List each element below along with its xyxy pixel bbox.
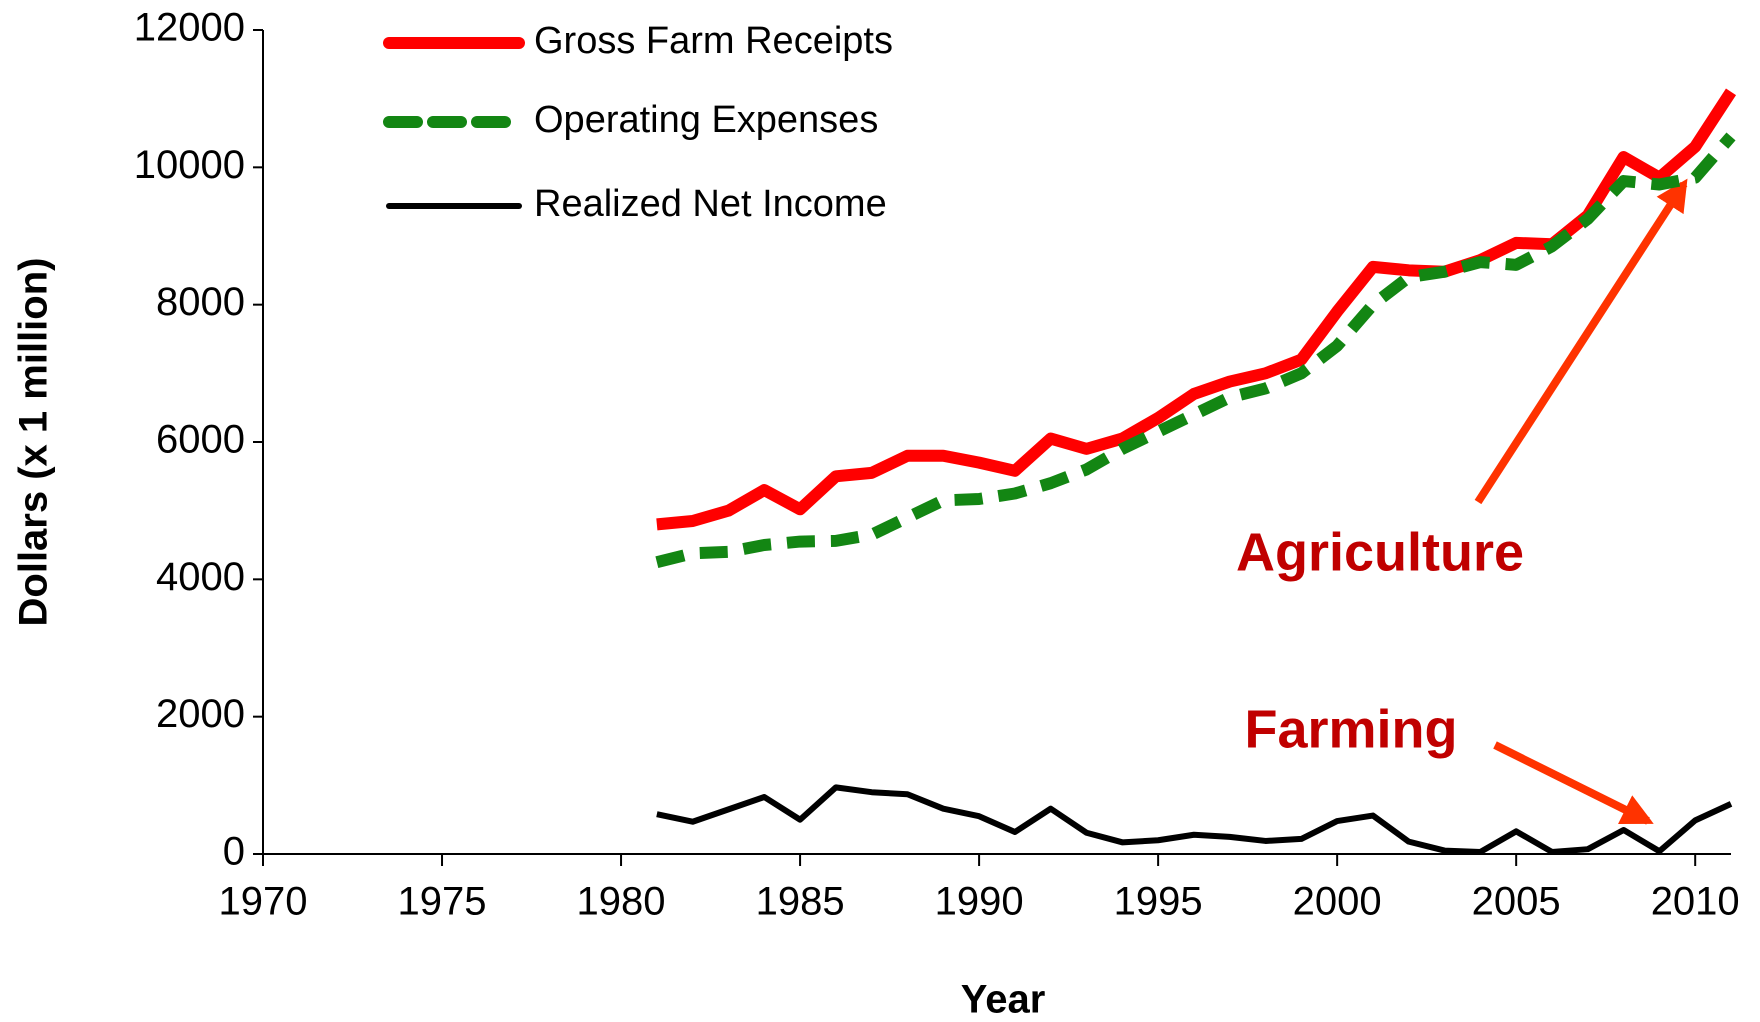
y-tick-label: 6000 xyxy=(156,418,245,462)
y-tick-label: 0 xyxy=(223,830,245,874)
series-line xyxy=(655,132,1736,568)
arrow xyxy=(1474,178,1688,505)
x-tick-label: 1995 xyxy=(1114,880,1203,924)
x-tick-label: 1990 xyxy=(935,880,1024,924)
arrow xyxy=(1493,741,1654,825)
x-tick-label: 2005 xyxy=(1472,880,1561,924)
series-line xyxy=(656,784,1733,855)
x-axis-label: Year xyxy=(961,978,1046,1022)
y-tick-label: 10000 xyxy=(134,143,245,187)
x-tick-label: 2010 xyxy=(1651,880,1740,924)
y-tick-label: 12000 xyxy=(134,6,245,50)
y-tick-label: 4000 xyxy=(156,555,245,599)
x-tick-label: 1985 xyxy=(756,880,845,924)
y-tick-label: 8000 xyxy=(156,280,245,324)
legend-label: Gross Farm Receipts xyxy=(534,20,893,62)
series-line xyxy=(656,88,1737,531)
y-tick-label: 2000 xyxy=(156,692,245,736)
annotation: Agriculture xyxy=(1236,522,1524,582)
x-tick-label: 1975 xyxy=(398,880,487,924)
x-tick-label: 1980 xyxy=(577,880,666,924)
legend-label: Realized Net Income xyxy=(534,183,887,225)
annotation: Farming xyxy=(1244,699,1457,759)
x-tick-label: 1970 xyxy=(219,880,308,924)
y-axis-label: Dollars (x 1 million) xyxy=(12,258,56,627)
x-tick-label: 2000 xyxy=(1293,880,1382,924)
legend-label: Operating Expenses xyxy=(534,99,878,141)
